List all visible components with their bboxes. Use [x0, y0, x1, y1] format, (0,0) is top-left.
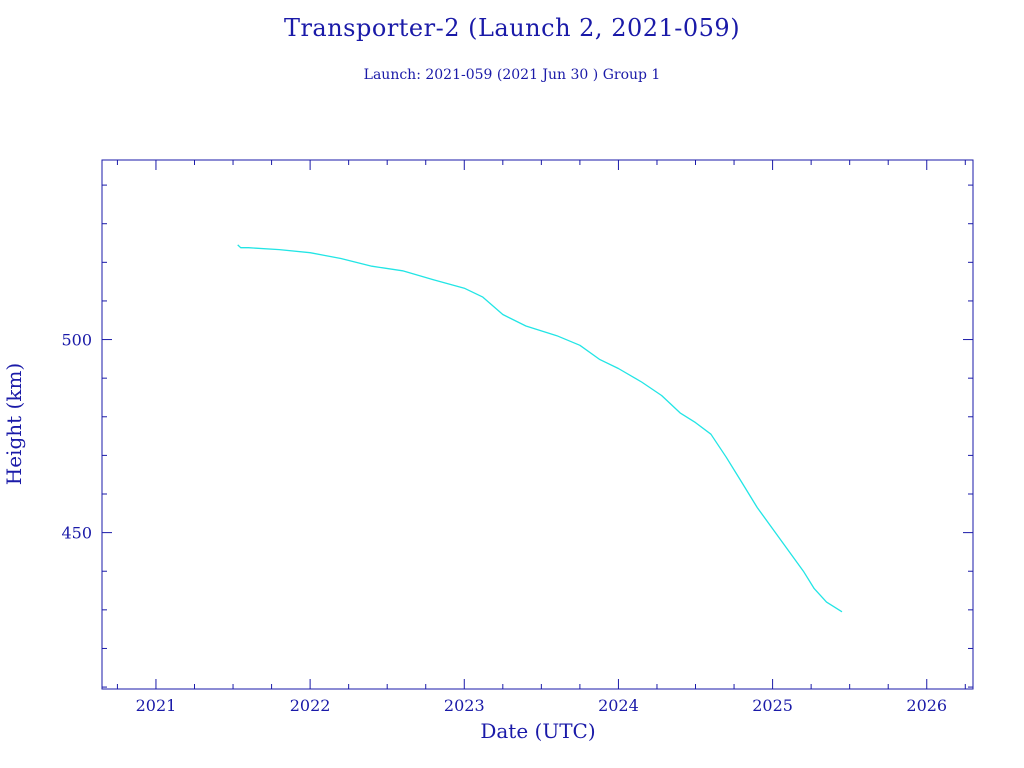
x-tick-label: 2021	[136, 696, 177, 715]
x-tick-label: 2024	[598, 696, 639, 715]
y-tick-label: 500	[61, 331, 92, 350]
y-axis-label: Height (km)	[2, 363, 26, 485]
chart-subtitle: Launch: 2021-059 (2021 Jun 30 ) Group 1	[363, 67, 661, 83]
y-tick-label: 450	[61, 524, 92, 543]
y-axis: 450 500	[61, 184, 973, 688]
series-group	[237, 244, 843, 613]
x-tick-label: 2025	[752, 696, 793, 715]
x-tick-label: 2023	[444, 696, 485, 715]
plot-frame	[101, 159, 974, 690]
x-tick-label: 2026	[906, 696, 947, 715]
x-tick-label: 2022	[290, 696, 331, 715]
x-axis-label: Date (UTC)	[480, 719, 595, 743]
chart-title: Transporter-2 (Launch 2, 2021-059)	[283, 14, 741, 42]
series-line	[237, 244, 843, 613]
x-axis: 2021 2022 2023 2024 2025 2026	[116, 160, 966, 715]
